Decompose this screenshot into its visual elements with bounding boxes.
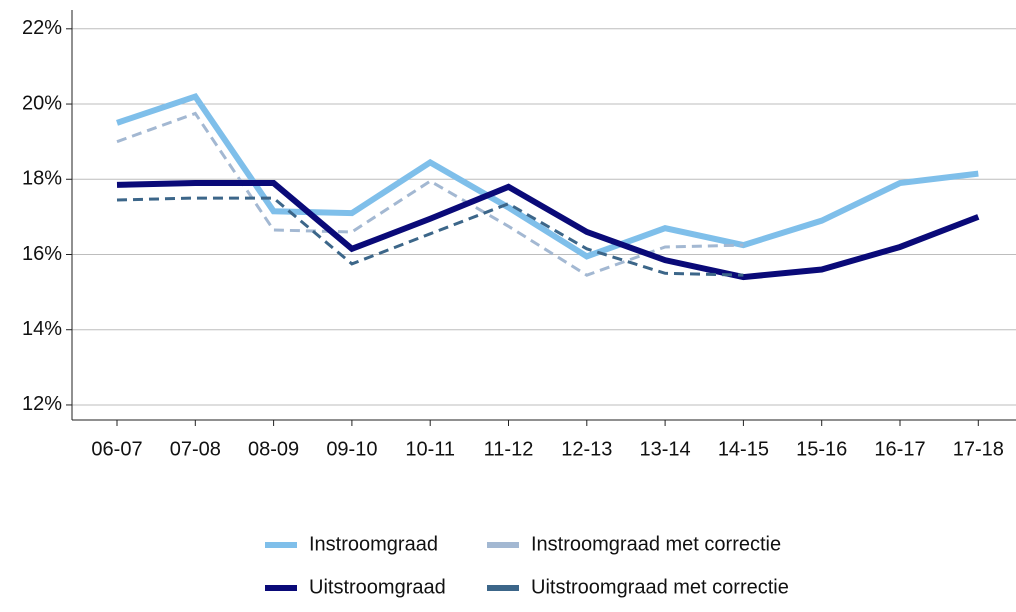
series-line — [116, 92, 979, 260]
legend-label: Instroomgraad met correctie — [531, 533, 781, 555]
y-tick-label: 12% — [22, 393, 62, 415]
x-tick-label: 14-15 — [718, 438, 769, 460]
y-tick-label: 16% — [22, 243, 62, 265]
x-tick-label: 06-07 — [91, 438, 142, 460]
x-tick-label: 11-12 — [484, 438, 534, 460]
y-tick-label: 22% — [22, 17, 62, 39]
legend-label: Instroomgraad — [309, 533, 438, 555]
series-line — [116, 196, 744, 277]
legend-label: Uitstroomgraad — [309, 576, 446, 598]
series-line — [116, 111, 744, 277]
x-tick-label: 13-14 — [640, 438, 691, 460]
x-tick-label: 07-08 — [170, 438, 221, 460]
x-tick-label: 09-10 — [326, 438, 377, 460]
x-tick-label: 12-13 — [561, 438, 612, 460]
x-tick-label: 08-09 — [248, 438, 299, 460]
x-tick-label: 10-11 — [405, 438, 455, 460]
x-tick-label: 15-16 — [796, 438, 847, 460]
y-tick-label: 20% — [22, 92, 62, 114]
legend-label: Uitstroomgraad met correctie — [531, 576, 789, 598]
y-tick-label: 18% — [22, 168, 62, 190]
series-line — [116, 180, 980, 281]
x-tick-label: 16-17 — [874, 438, 925, 460]
x-tick-label: 17-18 — [953, 438, 1004, 460]
y-tick-label: 14% — [22, 318, 62, 340]
